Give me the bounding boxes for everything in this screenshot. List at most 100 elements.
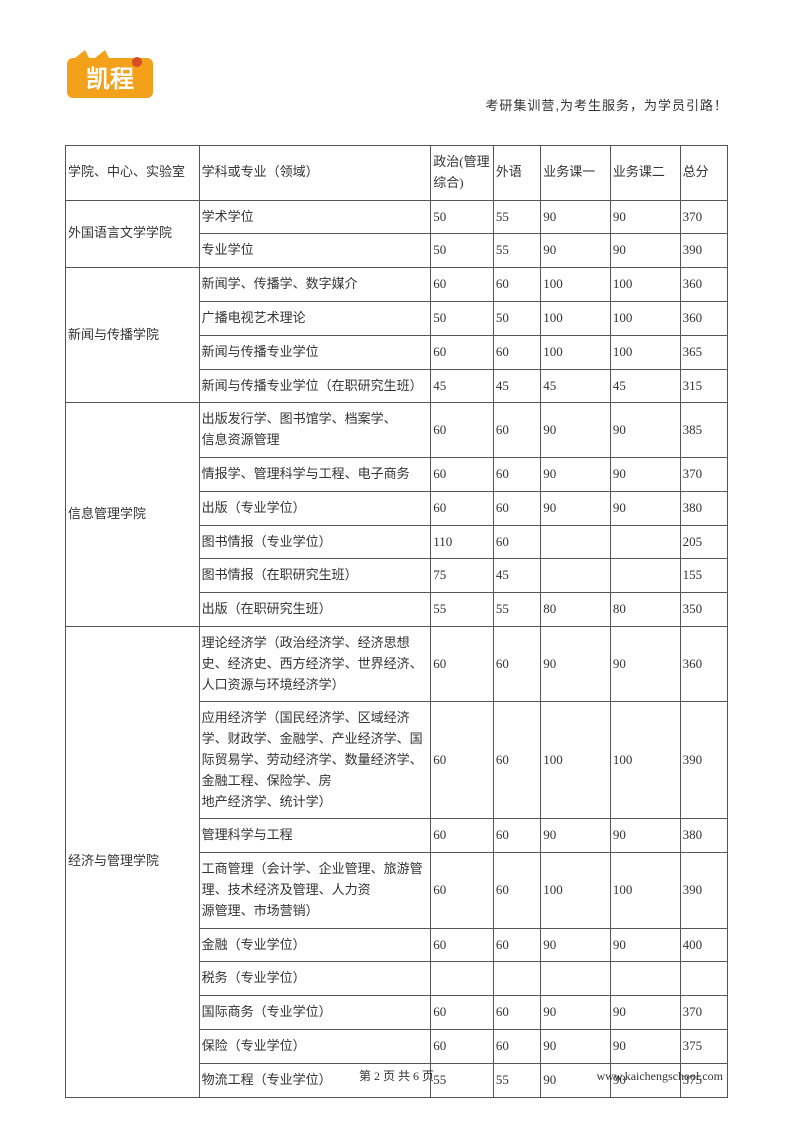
column-header: 学科或专业（领域） [199,146,431,201]
school-cell: 经济与管理学院 [66,626,200,1097]
score-cell: 400 [680,928,727,962]
score-cell: 100 [610,702,680,819]
score-cell: 45 [431,369,494,403]
score-cell: 45 [610,369,680,403]
score-cell: 80 [610,593,680,627]
major-cell: 新闻学、传播学、数字媒介 [199,268,431,302]
score-cell: 100 [541,702,611,819]
score-cell: 100 [610,301,680,335]
score-cell [610,559,680,593]
score-cell: 100 [541,853,611,928]
score-cell: 100 [610,335,680,369]
score-cell: 365 [680,335,727,369]
major-cell: 保险（专业学位） [199,1029,431,1063]
score-cell: 390 [680,853,727,928]
score-cell: 60 [493,457,540,491]
score-cell: 60 [431,928,494,962]
score-cell [541,525,611,559]
score-cell: 60 [493,702,540,819]
score-cell: 50 [493,301,540,335]
score-cell: 55 [493,234,540,268]
major-cell: 出版发行学、图书馆学、档案学、 信息资源管理 [199,403,431,458]
school-cell: 外国语言文学学院 [66,200,200,268]
column-header: 外语 [493,146,540,201]
major-cell: 国际商务（专业学位） [199,996,431,1030]
score-cell: 45 [541,369,611,403]
school-cell: 新闻与传播学院 [66,268,200,403]
footer-url: www.kaichengschool.com [596,1069,723,1084]
score-cell: 60 [493,268,540,302]
score-cell: 60 [431,853,494,928]
major-cell: 理论经济学（政治经济学、经济思想史、经济史、西方经济学、世界经济、人口资源与环境… [199,626,431,701]
score-cell: 90 [610,403,680,458]
score-cell: 360 [680,626,727,701]
score-cell: 60 [493,403,540,458]
major-cell: 工商管理（会计学、企业管理、旅游管理、技术经济及管理、人力资 源管理、市场营销） [199,853,431,928]
column-header: 政治(管理综合) [431,146,494,201]
score-cell: 80 [541,593,611,627]
score-cell: 390 [680,702,727,819]
score-cell: 60 [493,853,540,928]
score-cell: 360 [680,301,727,335]
tagline: 考研集训营,为考生服务，为学员引路！ [485,95,728,114]
table: 学院、中心、实验室学科或专业（领域）政治(管理综合)外语业务课一业务课二总分外国… [65,145,728,1098]
score-cell [541,559,611,593]
school-cell: 信息管理学院 [66,403,200,627]
major-cell: 图书情报（在职研究生班） [199,559,431,593]
score-cell: 350 [680,593,727,627]
score-cell: 60 [431,457,494,491]
score-cell: 90 [541,457,611,491]
score-cell: 90 [610,819,680,853]
score-cell [610,525,680,559]
major-cell: 新闻与传播专业学位（在职研究生班） [199,369,431,403]
major-cell: 情报学、管理科学与工程、电子商务 [199,457,431,491]
score-cell: 90 [541,491,611,525]
major-cell: 管理科学与工程 [199,819,431,853]
score-cell: 75 [431,559,494,593]
score-table: 学院、中心、实验室学科或专业（领域）政治(管理综合)外语业务课一业务课二总分外国… [65,145,728,1098]
score-cell: 60 [431,403,494,458]
score-cell: 90 [541,1029,611,1063]
major-cell: 金融（专业学位） [199,928,431,962]
score-cell: 90 [541,626,611,701]
score-cell: 60 [431,702,494,819]
score-cell: 90 [610,457,680,491]
score-cell: 60 [431,626,494,701]
score-cell [493,962,540,996]
score-cell: 385 [680,403,727,458]
score-cell: 370 [680,996,727,1030]
score-cell: 110 [431,525,494,559]
score-cell: 60 [431,819,494,853]
column-header: 业务课一 [541,146,611,201]
score-cell [431,962,494,996]
score-cell: 60 [493,928,540,962]
score-cell: 100 [541,301,611,335]
score-cell: 60 [493,525,540,559]
score-cell [610,962,680,996]
score-cell: 370 [680,200,727,234]
score-cell [680,962,727,996]
score-cell: 90 [541,200,611,234]
score-cell: 375 [680,1029,727,1063]
score-cell: 45 [493,559,540,593]
major-cell: 出版（专业学位） [199,491,431,525]
score-cell: 55 [431,593,494,627]
score-cell: 50 [431,301,494,335]
score-cell: 390 [680,234,727,268]
score-cell: 60 [493,1029,540,1063]
column-header: 业务课二 [610,146,680,201]
score-cell: 55 [493,593,540,627]
score-cell: 90 [610,234,680,268]
score-cell: 90 [610,491,680,525]
score-cell: 370 [680,457,727,491]
major-cell: 税务（专业学位） [199,962,431,996]
score-cell: 90 [610,996,680,1030]
score-cell: 90 [541,403,611,458]
score-cell: 155 [680,559,727,593]
major-cell: 广播电视艺术理论 [199,301,431,335]
score-cell: 100 [610,853,680,928]
score-cell: 90 [610,200,680,234]
score-cell: 380 [680,491,727,525]
major-cell: 学术学位 [199,200,431,234]
score-cell: 50 [431,200,494,234]
